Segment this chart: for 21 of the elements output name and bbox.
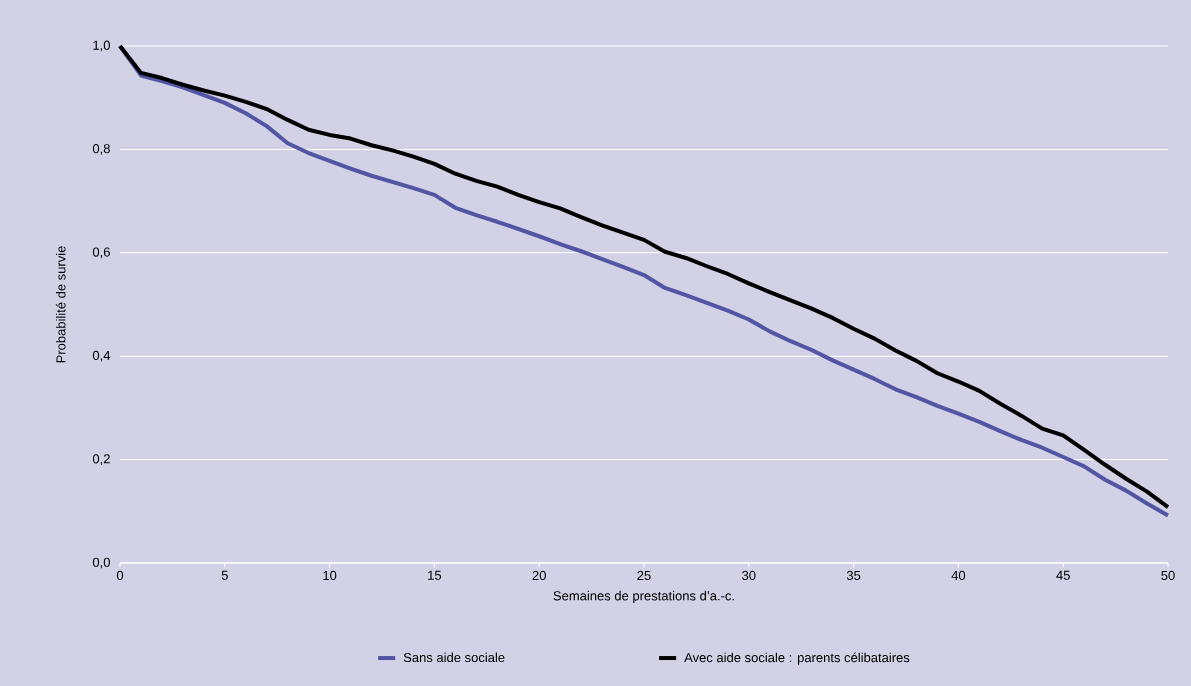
legend-label: Avec aide sociale : parents célibataires <box>684 652 910 665</box>
x-tick-label: 0 <box>116 570 124 580</box>
x-tick-label: 30 <box>742 570 756 580</box>
x-tick-label: 20 <box>532 570 546 580</box>
legend-label: Sans aide sociale <box>403 652 505 663</box>
y-tick-label: 0,4 <box>92 350 111 362</box>
y-tick-label: 1,0 <box>93 40 110 52</box>
x-tick-label: 35 <box>846 570 861 580</box>
x-tick-label: 50 <box>1161 570 1175 580</box>
x-tick-label: 10 <box>323 570 337 580</box>
x-tick-label: 25 <box>637 570 651 580</box>
y-tick-label: 0,8 <box>92 144 110 155</box>
y-tick-label: 0,6 <box>92 247 110 259</box>
y-tick-label: 0,0 <box>92 557 110 569</box>
x-tick-label: 45 <box>1056 570 1070 580</box>
x-tick-label: 5 <box>221 570 228 580</box>
x-tick-label: 15 <box>428 570 442 580</box>
y-tick-label: 0,2 <box>92 454 110 465</box>
x-axis-title: Semaines de prestations d’a.-c. <box>553 590 734 603</box>
x-tick-label: 40 <box>951 570 966 580</box>
y-axis-title: Probabilité de survie <box>55 246 66 363</box>
